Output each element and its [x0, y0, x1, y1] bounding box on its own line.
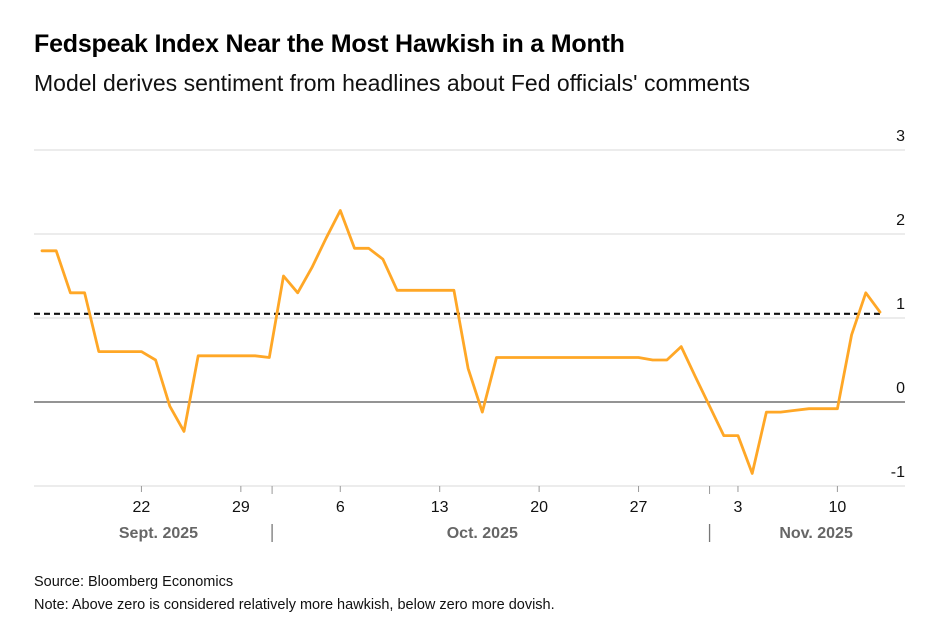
data-point: [794, 409, 796, 411]
data-point: [126, 350, 128, 352]
data-point: [680, 345, 682, 347]
data-point: [83, 292, 85, 294]
data-point: [566, 356, 568, 358]
data-point: [197, 355, 199, 357]
x-tick-label: 13: [431, 499, 449, 516]
data-point: [282, 275, 284, 277]
data-point: [424, 289, 426, 291]
data-point: [112, 350, 114, 352]
data-point: [723, 434, 725, 436]
data-point: [467, 367, 469, 369]
month-label: Oct. 2025: [447, 525, 518, 542]
data-point: [737, 434, 739, 436]
x-tick-label: 3: [734, 499, 743, 516]
data-point: [240, 355, 242, 357]
data-point: [879, 311, 881, 313]
data-point: [808, 408, 810, 410]
month-label: Sept. 2025: [119, 525, 198, 542]
month-label: Nov. 2025: [779, 525, 853, 542]
series-line: [40, 209, 882, 475]
data-point: [211, 355, 213, 357]
data-point: [368, 247, 370, 249]
x-tick-label: 22: [133, 499, 151, 516]
data-point: [836, 408, 838, 410]
data-point: [169, 405, 171, 407]
data-point: [396, 289, 398, 291]
footnote: Note: Above zero is considered relativel…: [34, 597, 555, 613]
y-tick-label: 2: [896, 212, 905, 229]
data-point: [510, 356, 512, 358]
data-point: [225, 355, 227, 357]
data-point: [311, 266, 313, 268]
data-point: [254, 355, 256, 357]
data-point: [666, 359, 668, 361]
data-point: [382, 258, 384, 260]
source-note: Source: Bloomberg Economics: [34, 574, 234, 590]
data-point: [865, 292, 867, 294]
data-point: [850, 334, 852, 336]
data-point: [410, 289, 412, 291]
data-point: [822, 408, 824, 410]
y-tick-label: 1: [896, 296, 905, 313]
data-point: [623, 356, 625, 358]
chart-title: Fedspeak Index Near the Most Hawkish in …: [34, 30, 625, 58]
data-point: [708, 405, 710, 407]
data-point: [453, 289, 455, 291]
data-point: [339, 209, 341, 211]
data-point: [41, 250, 43, 252]
data-point: [140, 350, 142, 352]
data-point: [652, 359, 654, 361]
data-point: [55, 250, 57, 252]
data-point: [637, 356, 639, 358]
y-tick-label: -1: [891, 464, 905, 481]
data-point: [325, 237, 327, 239]
x-tick-label: 27: [630, 499, 648, 516]
data-point: [779, 411, 781, 413]
chart-subtitle: Model derives sentiment from headlines a…: [34, 70, 751, 96]
data-point: [154, 359, 156, 361]
data-point: [694, 376, 696, 378]
data-point: [183, 430, 185, 432]
y-tick-label: 3: [896, 128, 905, 145]
data-point: [495, 356, 497, 358]
data-point: [765, 411, 767, 413]
data-point: [481, 411, 483, 413]
y-tick-label: 0: [896, 380, 905, 397]
data-point: [353, 247, 355, 249]
x-tick-label: 10: [828, 499, 846, 516]
data-point: [268, 356, 270, 358]
x-tick-label: 20: [530, 499, 548, 516]
data-point: [69, 292, 71, 294]
data-point: [439, 289, 441, 291]
data-point: [609, 356, 611, 358]
data-point: [581, 356, 583, 358]
data-point: [297, 292, 299, 294]
data-point: [552, 356, 554, 358]
data-point: [751, 472, 753, 474]
x-tick-label: 6: [336, 499, 345, 516]
data-point: [98, 350, 100, 352]
data-point: [595, 356, 597, 358]
data-point: [538, 356, 540, 358]
data-point: [524, 356, 526, 358]
x-tick-label: 29: [232, 499, 250, 516]
